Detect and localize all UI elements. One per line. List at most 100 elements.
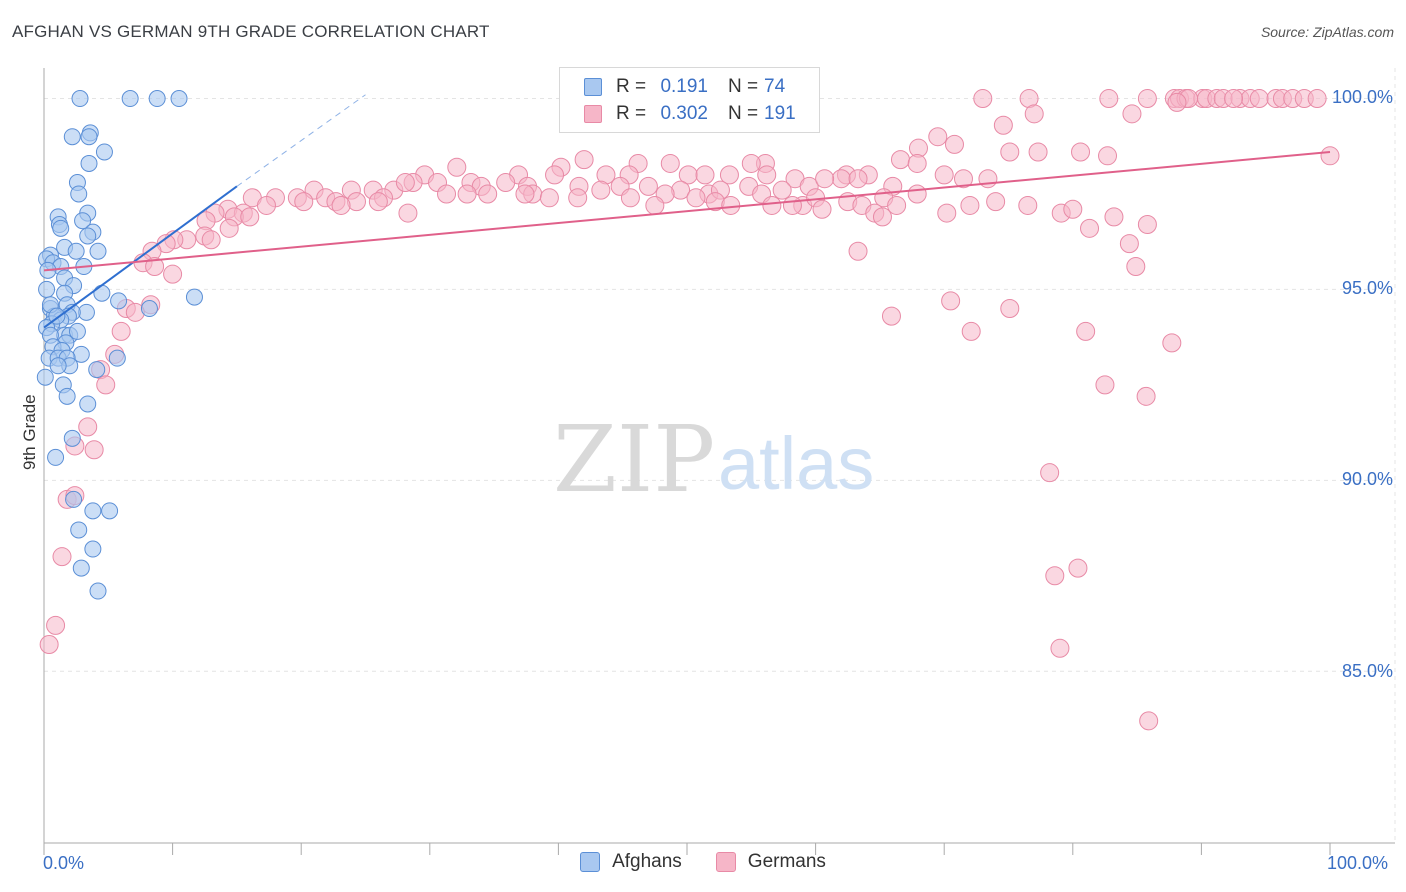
german-point xyxy=(944,134,964,154)
x-tick-label-max: 100.0% xyxy=(1327,853,1389,873)
german-point xyxy=(941,291,961,311)
german-point xyxy=(934,165,954,185)
german-point xyxy=(928,127,948,147)
afghan-point xyxy=(47,448,65,466)
afghan-point xyxy=(89,582,107,600)
afghan-point xyxy=(140,300,158,318)
legend-n-label: N = xyxy=(728,76,759,97)
german-point xyxy=(620,188,640,208)
german-point xyxy=(84,440,104,460)
afghan-point xyxy=(84,540,102,558)
german-point xyxy=(741,153,761,173)
german-point xyxy=(973,89,993,109)
german-point xyxy=(1050,638,1070,658)
legend-r-label: R = xyxy=(616,103,647,124)
german-point xyxy=(457,184,477,204)
german-point xyxy=(545,165,565,185)
german-point xyxy=(539,188,559,208)
german-point xyxy=(1119,234,1139,254)
afghan-point xyxy=(121,90,139,108)
trend-layer xyxy=(43,94,1331,329)
german-point xyxy=(1063,199,1083,219)
y-tick-label-95: 95.0% xyxy=(1341,278,1393,298)
german-point xyxy=(815,169,835,189)
german-point xyxy=(52,547,72,567)
german-point xyxy=(1098,146,1118,166)
german-point xyxy=(961,321,981,341)
german-point xyxy=(1076,321,1096,341)
german-point xyxy=(496,173,516,193)
german-point xyxy=(986,192,1006,212)
german-point xyxy=(890,150,910,170)
afghan-point xyxy=(88,361,106,379)
chart-title: AFGHAN VS GERMAN 9TH GRADE CORRELATION C… xyxy=(12,22,490,41)
german-point xyxy=(1139,711,1159,731)
german-point xyxy=(960,195,980,215)
german-point xyxy=(145,257,165,277)
legend-label-germans: Germans xyxy=(747,851,826,872)
legend-r-value: 0.302 xyxy=(660,103,708,124)
german-point xyxy=(240,207,260,227)
afghan-point xyxy=(67,242,85,260)
german-point xyxy=(848,241,868,261)
german-point xyxy=(848,169,868,189)
german-point xyxy=(1167,92,1187,112)
german-point xyxy=(201,230,221,250)
afghan-point xyxy=(95,143,113,161)
afghan-point xyxy=(49,357,67,375)
afghans-legend-swatch-icon xyxy=(580,852,601,872)
germans-legend-swatch-icon xyxy=(715,852,736,872)
german-point xyxy=(762,195,782,215)
source-label: Source: ZipAtlas.com xyxy=(1260,24,1394,40)
x-tick-label-min: 0.0% xyxy=(43,853,85,873)
legend-label-afghans: Afghans xyxy=(612,851,682,872)
german-point xyxy=(1224,89,1244,109)
german-point xyxy=(1249,89,1269,109)
german-point xyxy=(993,115,1013,135)
german-point xyxy=(78,417,98,437)
axis-layer xyxy=(43,68,1395,855)
legend-r-label: R = xyxy=(616,76,647,97)
afghan-point xyxy=(101,502,119,520)
german-point xyxy=(1024,104,1044,124)
germans-trend-line xyxy=(43,150,1331,272)
german-point xyxy=(1126,257,1146,277)
german-point xyxy=(1162,333,1182,353)
german-point xyxy=(686,188,706,208)
afghan-point xyxy=(84,502,102,520)
afghan-point xyxy=(36,368,54,386)
german-point xyxy=(96,375,116,395)
german-point xyxy=(907,184,927,204)
german-point xyxy=(1040,463,1060,483)
german-point xyxy=(1104,207,1124,227)
afghan-point xyxy=(185,288,203,306)
german-point xyxy=(1028,142,1048,162)
afghan-point xyxy=(70,521,88,539)
german-point xyxy=(831,169,851,189)
german-point xyxy=(638,176,658,196)
afghan-point xyxy=(148,90,166,108)
afghan-point xyxy=(110,292,128,310)
correlation-legend: R = 0.191 N = 74 R = 0.302 N = 191 xyxy=(559,67,820,133)
german-point xyxy=(574,150,594,170)
german-point xyxy=(39,634,59,654)
afghan-point xyxy=(38,280,56,298)
german-point xyxy=(782,195,802,215)
german-point xyxy=(1099,89,1119,109)
y-tick-label-100: 100.0% xyxy=(1331,87,1393,107)
afghan-point xyxy=(58,387,76,405)
german-point xyxy=(111,321,131,341)
afghan-point xyxy=(89,242,107,260)
german-point xyxy=(515,184,535,204)
afghan-point xyxy=(80,128,98,146)
german-point xyxy=(46,615,66,635)
german-point xyxy=(872,207,892,227)
afghan-point xyxy=(63,429,81,447)
germans-swatch-icon xyxy=(584,105,602,123)
afghan-point xyxy=(68,322,86,340)
german-point xyxy=(881,306,901,326)
german-point xyxy=(1137,215,1157,235)
legend-n-value: 191 xyxy=(764,103,796,124)
watermark: ZIP atlas xyxy=(553,406,874,513)
